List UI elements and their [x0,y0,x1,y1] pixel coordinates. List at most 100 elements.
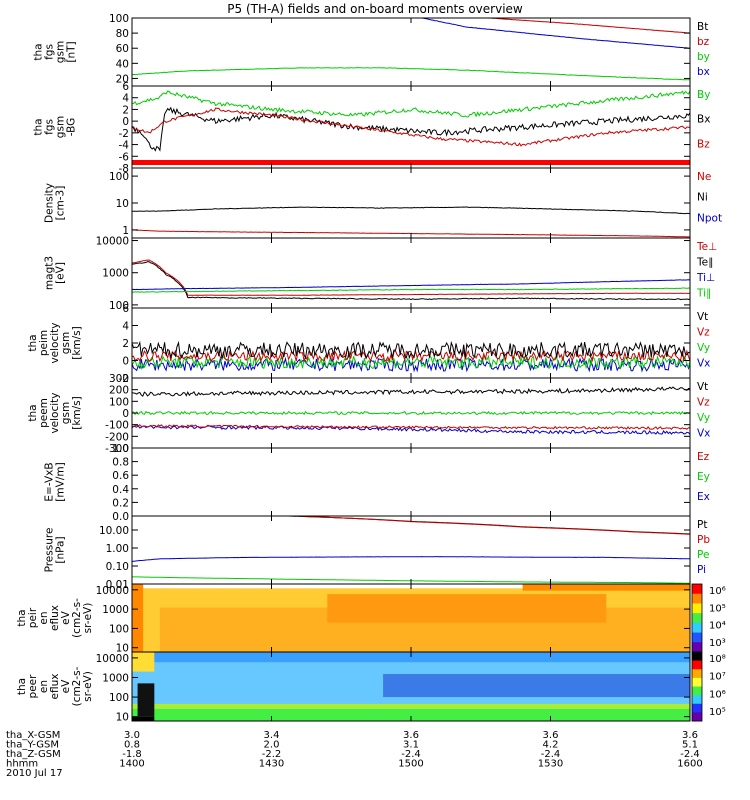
footer-row-label: tha_Z-GSM [6,749,61,760]
y-tick-label: -4 [119,140,130,152]
legend-entry: Pt [697,519,707,531]
y-axis-label-line: [cm-3] [55,186,67,221]
y-tick-label: 60 [116,43,129,55]
y-axis-label-line: tha [16,678,28,695]
y-tick-label: 10000 [96,653,129,665]
y-axis-label-line: velocity [49,392,61,433]
colorbar-segment [692,660,702,670]
series-line-2 [132,107,690,147]
y-tick-label: 100 [109,692,129,704]
y-tick-label: 2 [122,104,129,116]
y-tick-label: 200 [109,385,129,397]
y-tick-label: 20 [116,73,129,85]
footer-value: -2.2 [262,749,282,760]
y-axis-label-line: [mV/m] [55,462,67,501]
y-tick-label: 1000 [102,604,129,616]
footer-date: 2010 Jul 17 [6,768,63,779]
legend-entry: Vy [697,342,710,354]
footer-value: 5.1 [682,740,698,751]
series-line-2 [132,261,690,301]
series-line-3 [489,18,690,34]
y-tick-label: 4 [122,93,129,105]
footer-value: 0.8 [124,740,140,751]
y-axis-label-line: gsm [60,402,72,424]
legend-entry: Ex [697,491,710,503]
y-tick-label: 0.0 [112,511,129,523]
footer-row-label: tha_X-GSM [6,730,60,741]
colorbar-label: 10⁸ [709,654,726,665]
y-axis-label-line: velocity [49,322,61,363]
legend-entry: bx [697,66,710,78]
colorbar-segment [692,677,702,687]
y-axis-label-line: [km/s] [71,396,83,430]
legend-entry: Vz [697,327,710,339]
colorbar-segment [692,603,702,614]
y-tick-label: -300 [105,443,129,455]
y-axis-label-line: Density [44,183,56,223]
panel-1: 100 80 60 40 20 tha fgs gsm [nT] Bt bz by bx [33,13,710,87]
series-line-1 [132,386,690,397]
legend-entry: Npot [697,212,722,224]
legend-entry: Pi [697,564,706,576]
y-tick-label: 2 [122,338,129,350]
y-axis-label-line: tha [27,334,39,351]
colorbar-label: 10⁶ [709,586,726,597]
colorbar-label: 10⁷ [709,672,726,683]
y-tick-label: 1000 [102,672,129,684]
legend-entry: Pe [697,549,709,561]
series-line-3 [132,90,690,118]
y-tick-label: 100 [109,13,129,25]
footer-value: -1.8 [122,749,142,760]
y-axis-label-line: en [38,611,50,624]
y-tick-label: -200 [105,431,129,443]
legend-entry: Ne [697,171,711,183]
y-tick-label: 10 [116,643,129,655]
y-tick-label: 1.00 [106,543,129,555]
footer-value: 2.0 [264,740,280,751]
colorbar-segment [692,642,702,653]
series-line-1 [132,106,690,152]
series-line-2 [422,18,690,49]
footer-value: -2.4 [401,749,421,760]
legend-entry: by [697,51,710,63]
panel-7: 1.0 0.80.6 0.40.2 0.0 E=-VxB [mV/m] Ez Ey Ex [44,443,710,523]
colorbar-segment [692,613,702,624]
y-tick-label: 100 [109,300,129,312]
y-axis-label-line: peir [27,607,39,628]
y-tick-label: 10.00 [99,525,129,537]
y-tick-label: 4 [122,321,129,333]
y-axis-label-line: peer [27,674,39,699]
y-tick-label: 0 [122,356,129,368]
legend-entry: Vz [697,397,710,409]
colorbar-segment [692,584,702,595]
legend-entry: Vt [697,311,708,323]
legend-entry: Te⊥ [696,241,717,253]
y-axis-label-line: -BG [66,118,78,137]
y-tick-label: 0.8 [112,457,129,469]
series-line-3 [132,349,690,364]
series-line-4 [132,340,690,360]
y-tick-label: 1.0 [112,443,129,455]
panel-5: 6 4 2 0 -2 tha peim velocity gsm [km/s] Vt Vz Vy Vx [27,303,710,385]
y-axis-label-line: tha [33,118,45,135]
y-axis-label-line: eV [60,679,72,693]
y-tick-label: 0.01 [106,579,129,591]
y-tick-label: -2 [119,128,129,140]
series-line-1 [132,356,690,373]
y-axis-label-line: eV [60,610,72,624]
y-axis-label-line: eflux [49,605,61,631]
y-tick-label: 0 [122,408,129,420]
series-line-4 [132,424,690,431]
y-tick-label: 10 [116,712,129,724]
legend-entry: By [697,89,710,101]
series-line-1 [132,67,690,81]
panel-8: 10.00 1.00 0.10 0.01 Pressure [nPa] Pt Pb Pe Pi [44,515,710,591]
y-tick-label: 1 [122,225,129,237]
colorbar-segment [692,686,702,696]
spectrogram-band-8 [132,652,155,672]
panel-frame [131,515,691,585]
y-axis-label-line: sr-eV) [82,603,94,634]
